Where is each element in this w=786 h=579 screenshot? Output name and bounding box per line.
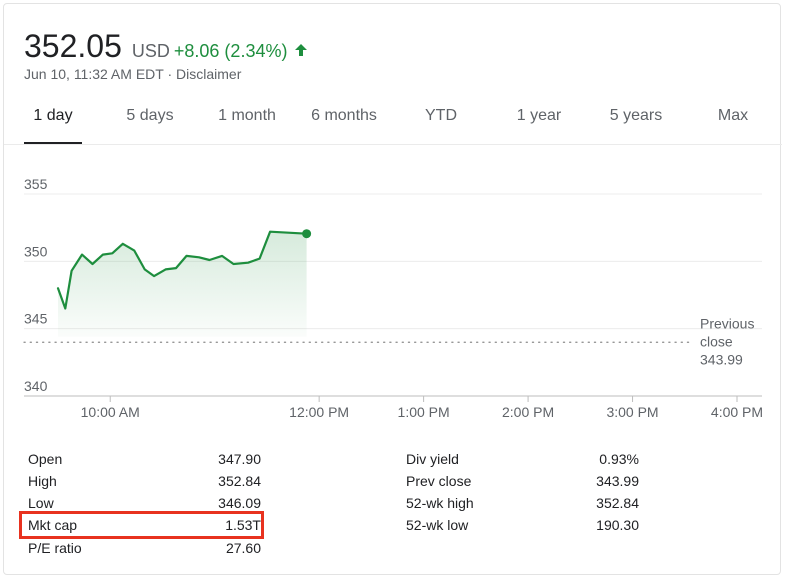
stat-prev-close: Prev close 343.99 bbox=[406, 470, 639, 492]
previous-close-label: Previous bbox=[700, 315, 754, 331]
stat-value: 346.09 bbox=[218, 495, 261, 511]
stat-label: Low bbox=[28, 495, 54, 511]
stat-label: Div yield bbox=[406, 451, 459, 467]
tab-ytd[interactable]: YTD bbox=[425, 107, 457, 124]
stat-value: 352.84 bbox=[596, 495, 639, 511]
price-row: 352.05 USD +8.06 (2.34%) bbox=[24, 28, 309, 65]
x-tick-label: 2:00 PM bbox=[502, 404, 554, 420]
tab-max[interactable]: Max bbox=[717, 107, 749, 124]
stat-value: 1.53T bbox=[225, 517, 261, 533]
stat-pe-ratio: P/E ratio 27.60 bbox=[28, 537, 261, 559]
stat-label: Open bbox=[28, 451, 63, 467]
price-change: +8.06 (2.34%) bbox=[173, 41, 288, 61]
tab-1-month[interactable]: 1 month bbox=[218, 107, 276, 124]
stat-52-wk-low: 52-wk low 190.30 bbox=[406, 514, 639, 536]
stat-52-wk-high: 52-wk high 352.84 bbox=[406, 492, 639, 514]
disclaimer-link[interactable]: Disclaimer bbox=[176, 66, 242, 82]
x-tick-label: 12:00 PM bbox=[289, 404, 349, 420]
quote-timestamp: Jun 10, 11:32 AM EDT bbox=[24, 66, 164, 82]
price-area-fill bbox=[58, 231, 307, 337]
tab-1-day[interactable]: 1 day bbox=[24, 97, 82, 145]
y-tick-label: 355 bbox=[24, 176, 48, 192]
stat-value: 190.30 bbox=[596, 517, 639, 533]
current-price: 352.05 bbox=[24, 28, 122, 64]
y-tick-label: 340 bbox=[24, 378, 48, 394]
x-tick-label: 1:00 PM bbox=[398, 404, 450, 420]
stat-label: 52-wk low bbox=[406, 517, 469, 533]
meta-separator: · bbox=[167, 66, 173, 82]
arrow-up-icon bbox=[295, 44, 308, 56]
tab-5-years[interactable]: 5 years bbox=[609, 107, 663, 124]
range-tabs: 1 day 5 days 1 month 6 months YTD 1 year… bbox=[0, 97, 786, 145]
stat-high: High 352.84 bbox=[28, 470, 261, 492]
price-line bbox=[56, 230, 308, 310]
stat-value: 343.99 bbox=[596, 473, 639, 489]
y-tick-label: 350 bbox=[24, 243, 48, 259]
x-tick-label: 3:00 PM bbox=[606, 404, 658, 420]
tab-1-year[interactable]: 1 year bbox=[516, 107, 562, 124]
stat-value: 27.60 bbox=[225, 540, 261, 556]
y-tick-label: 345 bbox=[24, 311, 48, 327]
x-tick-label: 10:00 AM bbox=[81, 404, 140, 420]
last-price-dot bbox=[302, 229, 312, 239]
currency-label: USD bbox=[131, 41, 170, 61]
price-chart[interactable]: 355 350 345 340 10:00 AM 12:00 PM 1:00 PM 2:00… bbox=[0, 150, 786, 430]
stat-value: 0.93% bbox=[599, 451, 639, 467]
stat-value: 347.90 bbox=[218, 451, 261, 467]
stat-label: 52-wk high bbox=[406, 495, 474, 511]
tabs-divider bbox=[4, 144, 782, 145]
stat-open: Open 347.90 bbox=[28, 448, 261, 470]
stat-div-yield: Div yield 0.93% bbox=[406, 448, 639, 470]
stat-label: Mkt cap bbox=[28, 517, 78, 533]
stat-label: P/E ratio bbox=[28, 540, 82, 556]
stat-label: High bbox=[28, 473, 57, 489]
mkt-cap-highlight-box bbox=[19, 511, 264, 539]
tab-6-months[interactable]: 6 months bbox=[311, 107, 377, 124]
stock-quote-card bbox=[3, 3, 781, 575]
quote-meta: Jun 10, 11:32 AM EDT · Disclaimer bbox=[24, 66, 241, 82]
previous-close-value: 343.99 bbox=[700, 351, 743, 367]
tab-5-days[interactable]: 5 days bbox=[126, 107, 174, 124]
stat-low: Low 346.09 bbox=[28, 492, 261, 514]
x-tick-label: 4:00 PM bbox=[711, 404, 763, 420]
stat-value: 352.84 bbox=[218, 473, 261, 489]
previous-close-label: close bbox=[700, 333, 733, 349]
stat-label: Prev close bbox=[406, 473, 472, 489]
stat-mkt-cap: Mkt cap 1.53T bbox=[28, 514, 261, 536]
